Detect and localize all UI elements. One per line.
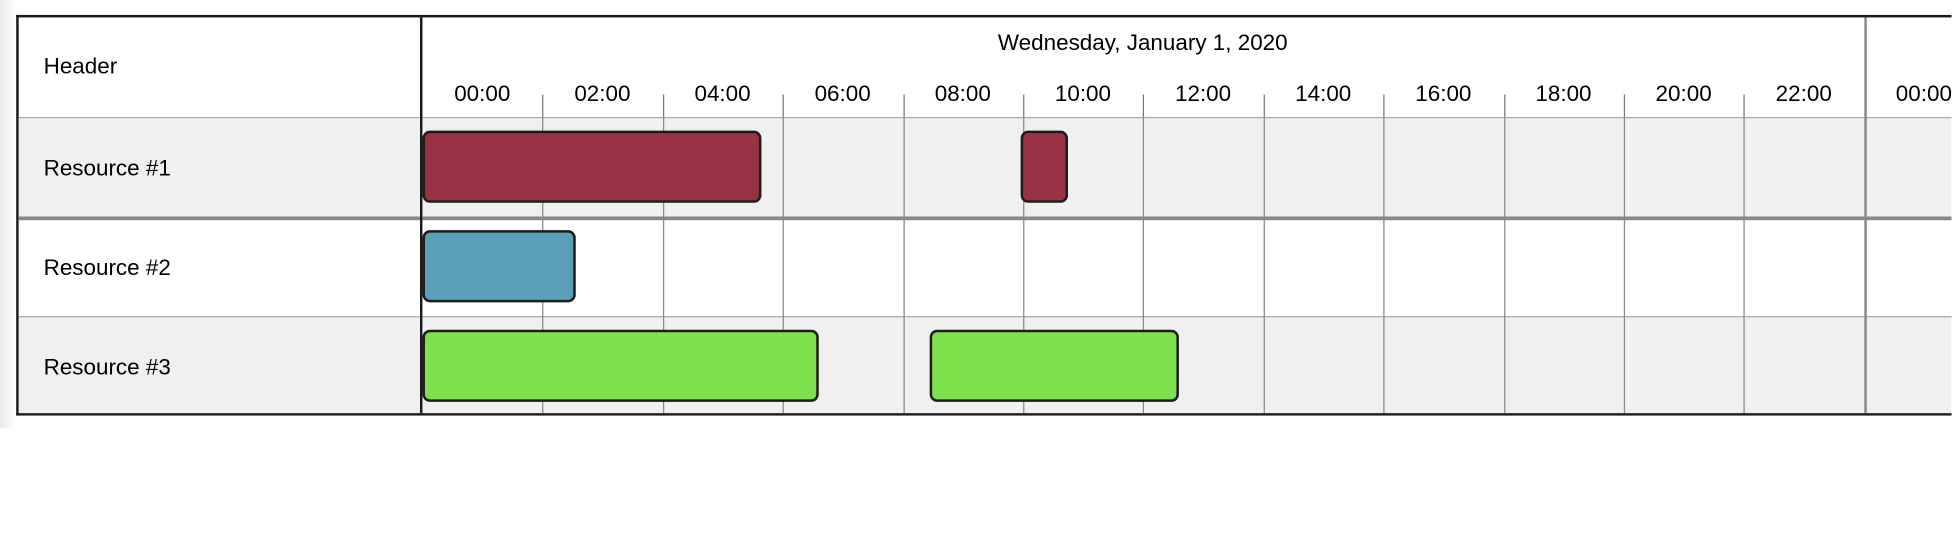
hour-tick xyxy=(1023,94,1025,117)
hour-label: 04:00 xyxy=(694,80,751,106)
grid-line xyxy=(1743,116,1746,414)
resource-row: Resource #1 xyxy=(18,116,420,217)
scheduler: Header Resource #1 Resource #2 Resource #3… xyxy=(0,0,1952,429)
grid-line xyxy=(662,116,664,414)
timeline-header: Wednesday, January 1, 2020 00:00 02:00 04:… xyxy=(422,17,1952,117)
grid-line xyxy=(1864,116,1867,414)
hour-label: 00:00 xyxy=(1895,80,1952,106)
resource-row: Resource #3 xyxy=(18,316,420,414)
event-bar[interactable] xyxy=(422,130,762,203)
resource-header: Header xyxy=(19,17,420,117)
hour-label: 00:00 xyxy=(454,80,511,106)
hour-label: 12:00 xyxy=(1174,80,1232,106)
grid-line xyxy=(1263,116,1265,414)
grid-line xyxy=(1023,116,1025,414)
hour-tick xyxy=(1503,94,1505,117)
resource-column: Header Resource #1 Resource #2 Resource #3 xyxy=(18,17,423,414)
hour-label: 08:00 xyxy=(934,80,991,106)
scheduler-grid: Header Resource #1 Resource #2 Resource #3… xyxy=(16,14,1952,416)
hour-tick xyxy=(782,94,785,117)
timeline: Wednesday, January 1, 2020 00:00 02:00 04:… xyxy=(422,17,1952,414)
grid-line xyxy=(1143,116,1145,414)
resource-lane[interactable] xyxy=(422,216,1952,317)
event-bar[interactable] xyxy=(930,329,1180,402)
hour-tick xyxy=(1383,94,1385,117)
day-separator xyxy=(1864,17,1867,117)
hour-label: 14:00 xyxy=(1295,80,1352,106)
hour-label: 20:00 xyxy=(1655,80,1712,106)
event-bar[interactable] xyxy=(1020,130,1069,203)
hour-tick xyxy=(1623,94,1626,117)
hour-tick xyxy=(662,94,664,117)
hour-label: 02:00 xyxy=(574,80,631,106)
grid-line xyxy=(1623,116,1626,414)
resource-row: Resource #2 xyxy=(18,216,420,317)
event-bar[interactable] xyxy=(422,329,819,402)
hour-tick xyxy=(1263,94,1265,117)
hour-label: 16:00 xyxy=(1415,80,1472,106)
grid-line xyxy=(902,116,905,414)
grid-line xyxy=(1503,116,1505,414)
grid-line xyxy=(1383,116,1385,414)
hour-tick xyxy=(542,94,544,117)
hour-label: 18:00 xyxy=(1535,80,1592,106)
resource-header-label: Header xyxy=(43,53,118,79)
hour-label: 22:00 xyxy=(1775,80,1832,106)
hour-label: 10:00 xyxy=(1054,80,1112,106)
hour-label: 06:00 xyxy=(814,80,871,106)
hour-tick xyxy=(1143,94,1145,117)
resource-name: Resource #1 xyxy=(43,155,171,181)
hour-tick xyxy=(1743,94,1746,117)
hour-tick xyxy=(902,94,905,117)
resource-name: Resource #2 xyxy=(43,255,171,280)
frame-shadow xyxy=(0,0,18,429)
grid-line xyxy=(782,116,785,414)
resource-name: Resource #3 xyxy=(43,354,171,380)
event-bar[interactable] xyxy=(422,230,576,303)
date-label: Wednesday, January 1, 2020 xyxy=(997,29,1288,55)
